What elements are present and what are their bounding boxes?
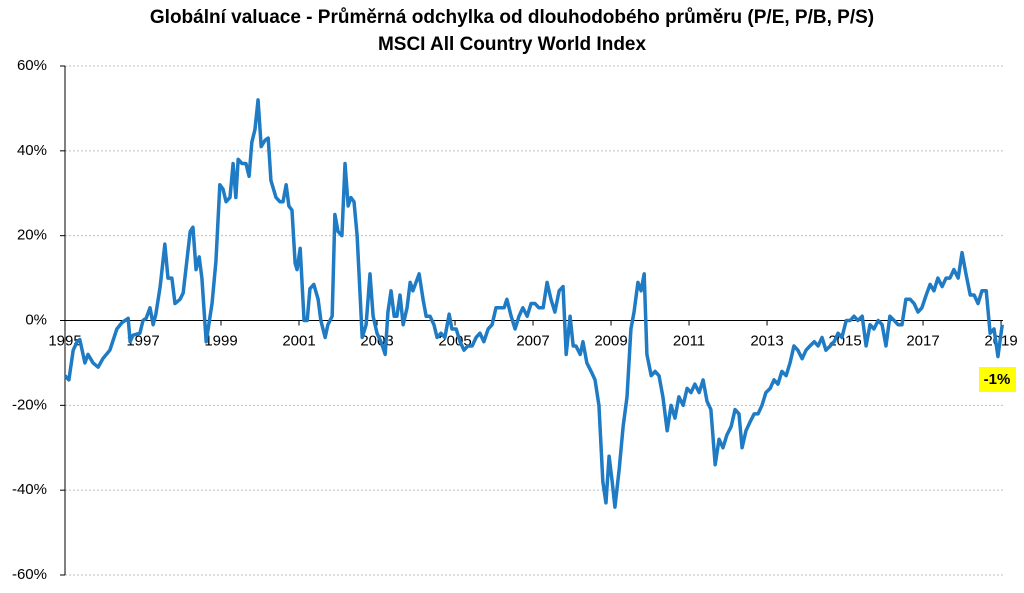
data-line xyxy=(63,98,1004,509)
x-tick-label: 1995 xyxy=(48,332,81,349)
y-tick-label: 40% xyxy=(17,142,47,159)
y-tick-label: -40% xyxy=(12,481,47,498)
annotation-box xyxy=(979,367,1016,392)
y-tick-label: -20% xyxy=(12,396,47,413)
x-tick-label: 2007 xyxy=(516,332,549,349)
y-tick-label: 20% xyxy=(17,227,47,244)
y-tick-label: 60% xyxy=(17,57,47,74)
x-tick-label: 2009 xyxy=(594,332,627,349)
x-tick-label: 2013 xyxy=(750,332,783,349)
x-tick-label: 2017 xyxy=(906,332,939,349)
chart-subtitle: MSCI All Country World Index xyxy=(378,34,647,55)
x-tick-label: 2011 xyxy=(673,332,705,349)
x-tick-label: 2001 xyxy=(282,332,315,349)
y-tick-label: -60% xyxy=(12,566,47,583)
annotation: -1% xyxy=(984,371,1011,388)
x-tick-label: 1997 xyxy=(126,332,159,349)
x-tick-label: 1999 xyxy=(204,332,237,349)
chart-title: Globální valuace - Průměrná odchylka od … xyxy=(150,7,874,28)
y-tick-label: 0% xyxy=(25,311,47,328)
